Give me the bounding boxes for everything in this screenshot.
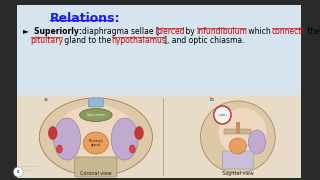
Text: Pituitary
gland: Pituitary gland [88, 139, 103, 147]
Ellipse shape [248, 130, 266, 154]
FancyBboxPatch shape [17, 5, 301, 95]
FancyBboxPatch shape [75, 157, 117, 177]
Text: ], and optic chiasma.: ], and optic chiasma. [164, 36, 245, 45]
Text: gland to the: gland to the [62, 36, 114, 45]
Ellipse shape [80, 109, 112, 122]
Text: SCREENCAST: SCREENCAST [21, 170, 36, 171]
Ellipse shape [57, 145, 62, 153]
Text: Coronal view: Coronal view [80, 171, 112, 176]
Text: by: by [183, 27, 197, 36]
Ellipse shape [130, 145, 135, 153]
Circle shape [214, 106, 231, 124]
Text: Optic chiasm: Optic chiasm [87, 113, 105, 117]
Circle shape [13, 167, 23, 177]
Text: infundibulum: infundibulum [197, 27, 248, 36]
Text: pituitary: pituitary [31, 36, 64, 45]
Ellipse shape [219, 108, 267, 156]
Ellipse shape [39, 98, 152, 176]
Text: connects: connects [272, 27, 306, 36]
Text: diaphragma sellae [: diaphragma sellae [ [82, 27, 159, 36]
Ellipse shape [58, 105, 134, 159]
Ellipse shape [84, 132, 108, 154]
Text: the: the [305, 27, 320, 36]
Text: ►  Superiorly:: ► Superiorly: [23, 27, 84, 36]
Text: RECORDED WITH: RECORDED WITH [21, 166, 41, 167]
Text: Relations:: Relations: [50, 12, 120, 25]
Ellipse shape [135, 127, 143, 140]
Ellipse shape [48, 127, 57, 140]
FancyBboxPatch shape [236, 122, 240, 134]
Text: Sagittal view: Sagittal view [222, 171, 254, 176]
Text: a: a [44, 97, 48, 102]
Text: Optic
chiasma: Optic chiasma [218, 114, 228, 116]
Ellipse shape [111, 118, 138, 160]
Text: pierced: pierced [156, 27, 184, 36]
Ellipse shape [54, 118, 81, 160]
FancyBboxPatch shape [224, 129, 251, 134]
Text: b: b [209, 97, 213, 102]
Ellipse shape [200, 101, 275, 173]
FancyBboxPatch shape [88, 98, 104, 107]
FancyBboxPatch shape [17, 95, 301, 178]
Text: SC: SC [16, 170, 20, 174]
FancyBboxPatch shape [222, 151, 253, 169]
Ellipse shape [229, 138, 246, 154]
Text: which: which [245, 27, 273, 36]
Text: hypothalamus: hypothalamus [112, 36, 167, 45]
